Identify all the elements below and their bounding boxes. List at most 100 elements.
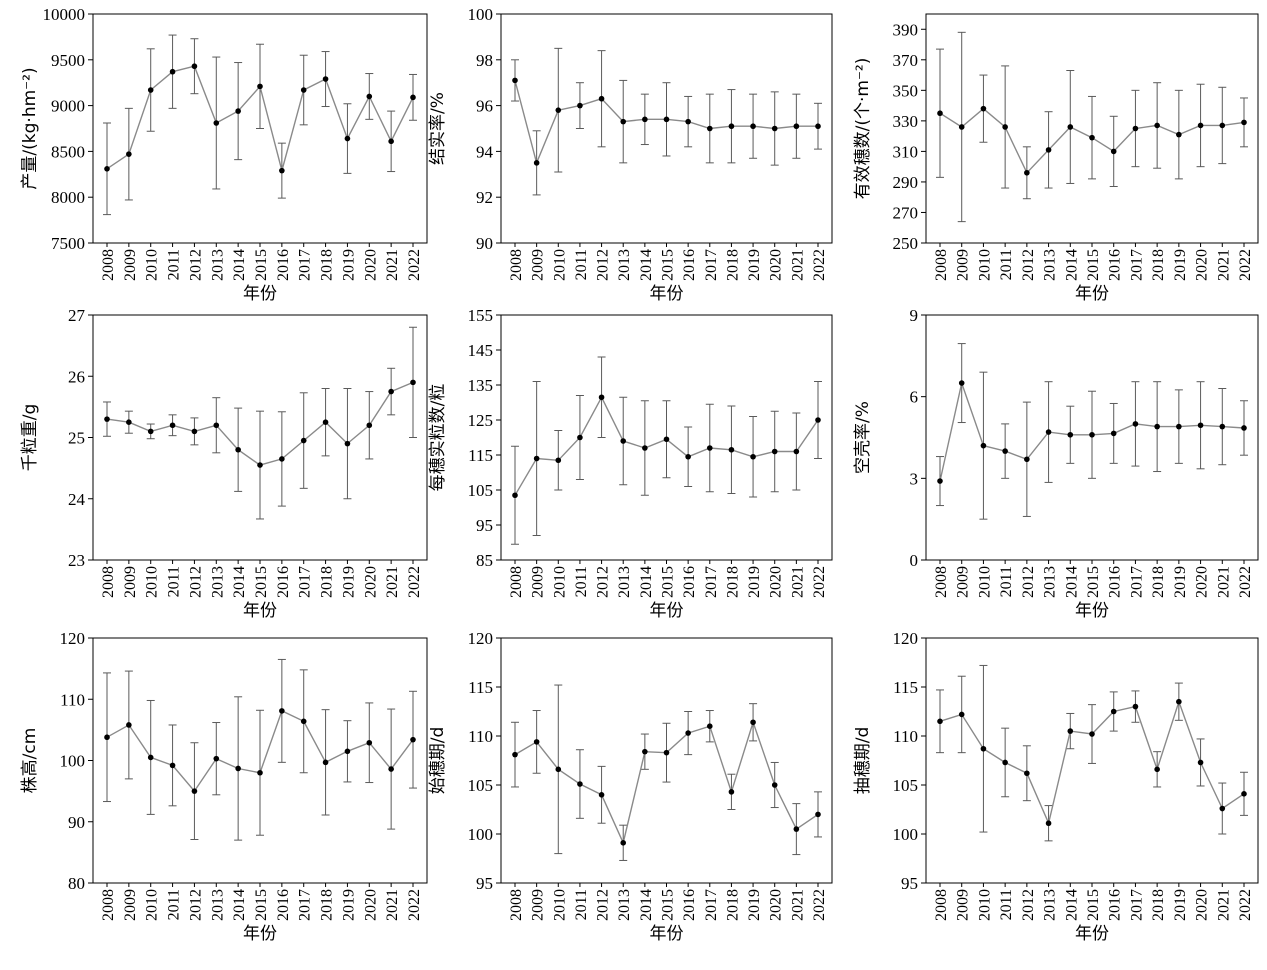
x-tick-label: 2017 <box>703 566 720 598</box>
chart-panel-1: 7500 8000 8500 9000 9500 10000 2008 2009 2010 201… <box>20 5 428 304</box>
data-point <box>533 455 540 462</box>
x-tick-label: 2022 <box>1237 566 1254 598</box>
x-tick-label: 2011 <box>573 249 590 280</box>
data-point <box>169 762 176 769</box>
y-axis-label: 有效穗数/(个·m⁻²) <box>853 58 873 200</box>
data-point <box>388 766 394 772</box>
x-tick-label: 2017 <box>1128 566 1145 598</box>
x-tick-label: 2011 <box>998 889 1015 920</box>
x-tick-label: 2020 <box>1194 889 1211 921</box>
data-point <box>344 748 351 755</box>
x-tick-label: 2013 <box>1042 566 1059 598</box>
x-tick-label: 2008 <box>933 249 950 281</box>
chart-panel-7: 80 90 100 110 120 2008 2009 2010 2011 2012 2013 201… <box>20 629 428 944</box>
x-tick-label: 2010 <box>551 249 568 281</box>
data-point <box>104 734 110 741</box>
y-tick-label: 155 <box>468 306 494 325</box>
y-axis-label: 产量/(kg·hm⁻²) <box>20 67 40 189</box>
data-point <box>1219 423 1226 430</box>
x-axis-label: 年份 <box>650 284 684 304</box>
x-tick-label: 2017 <box>1128 889 1145 921</box>
y-axis-label: 空壳率/% <box>853 401 873 474</box>
y-tick-label: 115 <box>468 678 493 697</box>
x-tick-label: 2021 <box>384 889 401 921</box>
x-tick-label: 2021 <box>384 249 401 281</box>
x-tick-label: 2022 <box>406 889 423 921</box>
data-point <box>1024 456 1030 463</box>
y-tick-label: 105 <box>893 776 919 795</box>
y-tick-label: 98 <box>476 51 493 70</box>
data-point <box>388 138 394 145</box>
data-point <box>366 422 373 429</box>
y-tick-label: 110 <box>893 727 918 746</box>
y-tick-label: 94 <box>476 142 494 161</box>
data-point <box>706 723 713 729</box>
x-tick-label: 2009 <box>122 249 139 281</box>
data-point <box>980 745 987 752</box>
y-tick-label: 9000 <box>51 97 85 116</box>
data-point <box>388 388 394 395</box>
chart-panel-9: 95 100 105 110 115 120 2008 2009 2010 2011 2012 201… <box>853 629 1259 944</box>
x-tick-label: 2021 <box>1215 249 1232 281</box>
data-point <box>1002 759 1008 766</box>
x-tick-label: 2018 <box>724 566 741 598</box>
data-point <box>555 107 562 113</box>
x-tick-label: 2017 <box>1128 249 1145 281</box>
data-point <box>620 438 627 444</box>
y-tick-label: 23 <box>68 551 85 570</box>
x-tick-label: 2020 <box>1194 249 1211 281</box>
x-tick-label: 2011 <box>166 889 183 920</box>
data-point <box>706 125 713 132</box>
x-tick-label: 2014 <box>638 889 655 921</box>
data-point <box>1045 820 1052 827</box>
x-tick-label: 2012 <box>1020 249 1037 281</box>
data-point <box>771 782 778 788</box>
x-tick-label: 2019 <box>340 566 357 598</box>
y-axis-label: 千粒重/g <box>20 404 40 472</box>
x-tick-label: 2021 <box>789 249 806 281</box>
y-tick-label: 100 <box>60 752 86 771</box>
y-tick-label: 90 <box>68 813 85 832</box>
data-point <box>213 422 220 429</box>
x-tick-label: 2015 <box>660 566 677 598</box>
x-tick-label: 2022 <box>406 566 423 598</box>
data-point <box>980 442 987 449</box>
y-tick-label: 115 <box>468 446 493 465</box>
data-point <box>1197 759 1204 766</box>
x-tick-label: 2015 <box>253 889 270 921</box>
data-point <box>728 123 735 130</box>
x-tick-label: 2016 <box>1107 566 1124 598</box>
x-tick-label: 2015 <box>1085 249 1102 281</box>
x-tick-label: 2014 <box>1063 889 1080 921</box>
data-point <box>257 83 263 90</box>
y-axis-label: 每穗实粒数/粒 <box>428 384 448 492</box>
x-tick-label: 2019 <box>340 889 357 921</box>
data-point <box>366 93 373 100</box>
x-tick-label: 2018 <box>319 566 336 598</box>
x-tick-label: 2015 <box>253 566 270 598</box>
data-point <box>191 63 198 70</box>
data-point <box>598 792 605 798</box>
x-tick-label: 2017 <box>703 249 720 281</box>
y-axis-label: 始穗期/d <box>428 727 448 795</box>
y-tick-label: 7500 <box>51 234 85 253</box>
x-tick-label: 2009 <box>955 889 972 921</box>
x-tick-label: 2009 <box>530 249 547 281</box>
y-tick-label: 10000 <box>43 5 86 24</box>
x-tick-label: 2022 <box>811 249 828 281</box>
x-tick-label: 2019 <box>1172 249 1189 281</box>
data-point <box>1219 122 1226 129</box>
x-tick-label: 2018 <box>319 249 336 281</box>
data-point <box>1241 791 1247 797</box>
data-point <box>410 94 416 101</box>
x-tick-label: 2013 <box>209 249 226 281</box>
data-point <box>1176 698 1182 705</box>
x-tick-label: 2009 <box>530 889 547 921</box>
data-point <box>1045 429 1052 435</box>
x-tick-label: 2020 <box>362 889 379 921</box>
data-point <box>771 448 778 455</box>
data-point <box>815 123 821 130</box>
x-axis-label: 年份 <box>243 924 277 944</box>
x-tick-label: 2019 <box>746 566 763 598</box>
x-tick-label: 2019 <box>746 249 763 281</box>
